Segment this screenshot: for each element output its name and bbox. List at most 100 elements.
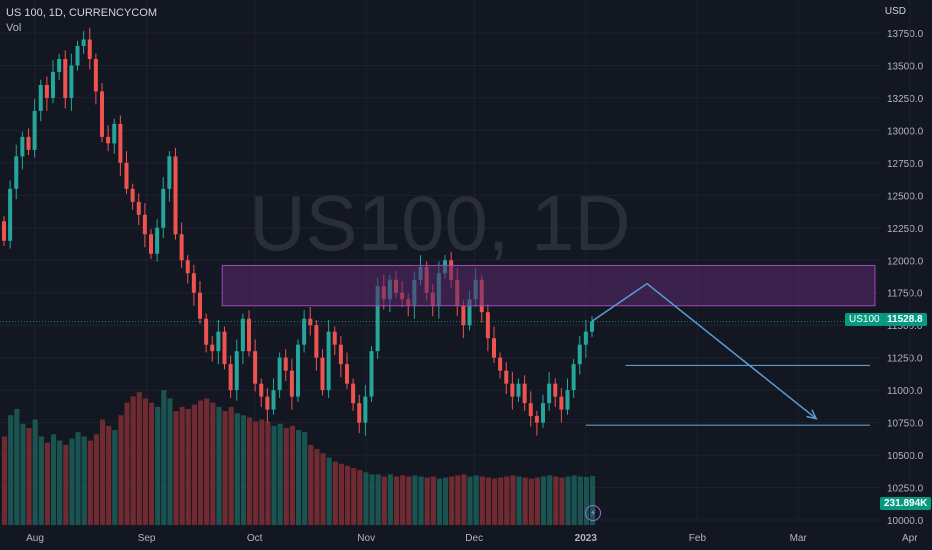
candle-body [583, 331, 588, 345]
volume-bar [541, 476, 547, 525]
x-tick-label: 2023 [575, 533, 598, 544]
volume-bar [51, 434, 57, 525]
volume-bar [179, 406, 185, 525]
volume-bar [289, 425, 295, 525]
volume-bar [492, 478, 498, 525]
x-tick-label: Aug [26, 533, 44, 544]
candle-body [357, 403, 362, 423]
x-tick-label: Feb [689, 533, 707, 544]
volume-bar [510, 475, 516, 525]
candle-body [75, 45, 80, 66]
volume-bar [240, 415, 246, 525]
candle-body [485, 312, 490, 339]
candle-body [32, 110, 37, 150]
volume-bar [485, 477, 491, 525]
volume-bar [522, 477, 528, 525]
volume-label: Vol [6, 22, 22, 34]
volume-bar [418, 476, 424, 525]
volume-bar [357, 470, 363, 525]
projection-path [591, 282, 817, 420]
candle-body [351, 383, 356, 404]
volume-bar [406, 476, 412, 525]
candle-body [222, 331, 227, 365]
y-tick-label: 13500.0 [887, 61, 924, 72]
volume-bar [44, 442, 50, 525]
y-tick-label: 11000.0 [887, 386, 923, 397]
volume-bar [381, 476, 387, 525]
candle-body [590, 321, 594, 332]
volume-bar [534, 477, 540, 525]
volume-bar [449, 476, 455, 525]
volume-bar [161, 390, 167, 525]
y-tick-label: 11750.0 [887, 289, 923, 300]
volume-bar [234, 413, 240, 525]
candle-body [289, 370, 294, 397]
volume-bar [296, 430, 302, 525]
y-tick-label: 12750.0 [887, 159, 924, 170]
candle-body [461, 305, 466, 326]
candle-body [87, 39, 92, 59]
candle-body [547, 383, 552, 404]
volume-bar [314, 449, 320, 525]
volume-bar [571, 475, 577, 525]
x-tick-label: Oct [247, 533, 263, 544]
y-tick-label: 11250.0 [887, 354, 923, 365]
volume-bar [461, 474, 467, 525]
candle-body [320, 357, 325, 391]
volume-bar [320, 453, 326, 525]
volume-bar [142, 398, 148, 525]
candle-body [204, 318, 209, 345]
candle-body [130, 188, 135, 202]
volume-bar [26, 427, 32, 525]
candle-body [234, 351, 239, 391]
volume-bar [400, 475, 406, 525]
currency-label: USD [884, 6, 906, 17]
volume-bar [277, 423, 283, 525]
candle-body [93, 58, 98, 92]
arrow-head [806, 409, 818, 420]
volume-bar [265, 421, 271, 525]
candle-body [375, 286, 380, 352]
volume-bar [338, 463, 344, 525]
volume-bar [259, 419, 265, 525]
y-tick-label: 10500.0 [887, 451, 924, 462]
volume-bar [81, 436, 87, 525]
volume-bar [547, 475, 553, 525]
candle-body [124, 162, 129, 189]
x-tick-label: Apr [902, 533, 918, 544]
candle-body [534, 416, 539, 423]
candle-body [38, 84, 43, 111]
candle-body [522, 383, 527, 404]
volume-bar [436, 478, 442, 525]
volume-bar [394, 476, 400, 525]
volume-bar [332, 461, 338, 525]
candle-body [259, 383, 264, 397]
volume-bar [185, 408, 191, 525]
candle-body [541, 403, 545, 423]
volume-bar [369, 474, 375, 525]
candle-body [528, 403, 533, 417]
candle-body [14, 156, 19, 189]
candle-body [253, 351, 258, 384]
candle-body [26, 136, 31, 150]
lightning-icon[interactable]: ⚡ [585, 505, 601, 521]
candle-body [167, 156, 172, 189]
candle-body [492, 338, 496, 358]
candle-body [467, 299, 472, 326]
candle-body [191, 273, 196, 293]
candle-body [498, 357, 503, 371]
volume-bar [565, 476, 571, 525]
candle-body [565, 390, 570, 410]
candle-body [553, 383, 558, 397]
candle-body [210, 344, 215, 352]
candle-body [296, 344, 300, 397]
candle-body [228, 364, 233, 391]
volume-bar [106, 425, 112, 525]
volume-bar [87, 440, 93, 525]
volume-bar [498, 477, 504, 525]
last-volume-tag: 231.894K [880, 497, 932, 510]
volume-bar [63, 444, 69, 525]
symbol-price-tag: US100 [845, 313, 884, 326]
candle-body [271, 390, 276, 410]
